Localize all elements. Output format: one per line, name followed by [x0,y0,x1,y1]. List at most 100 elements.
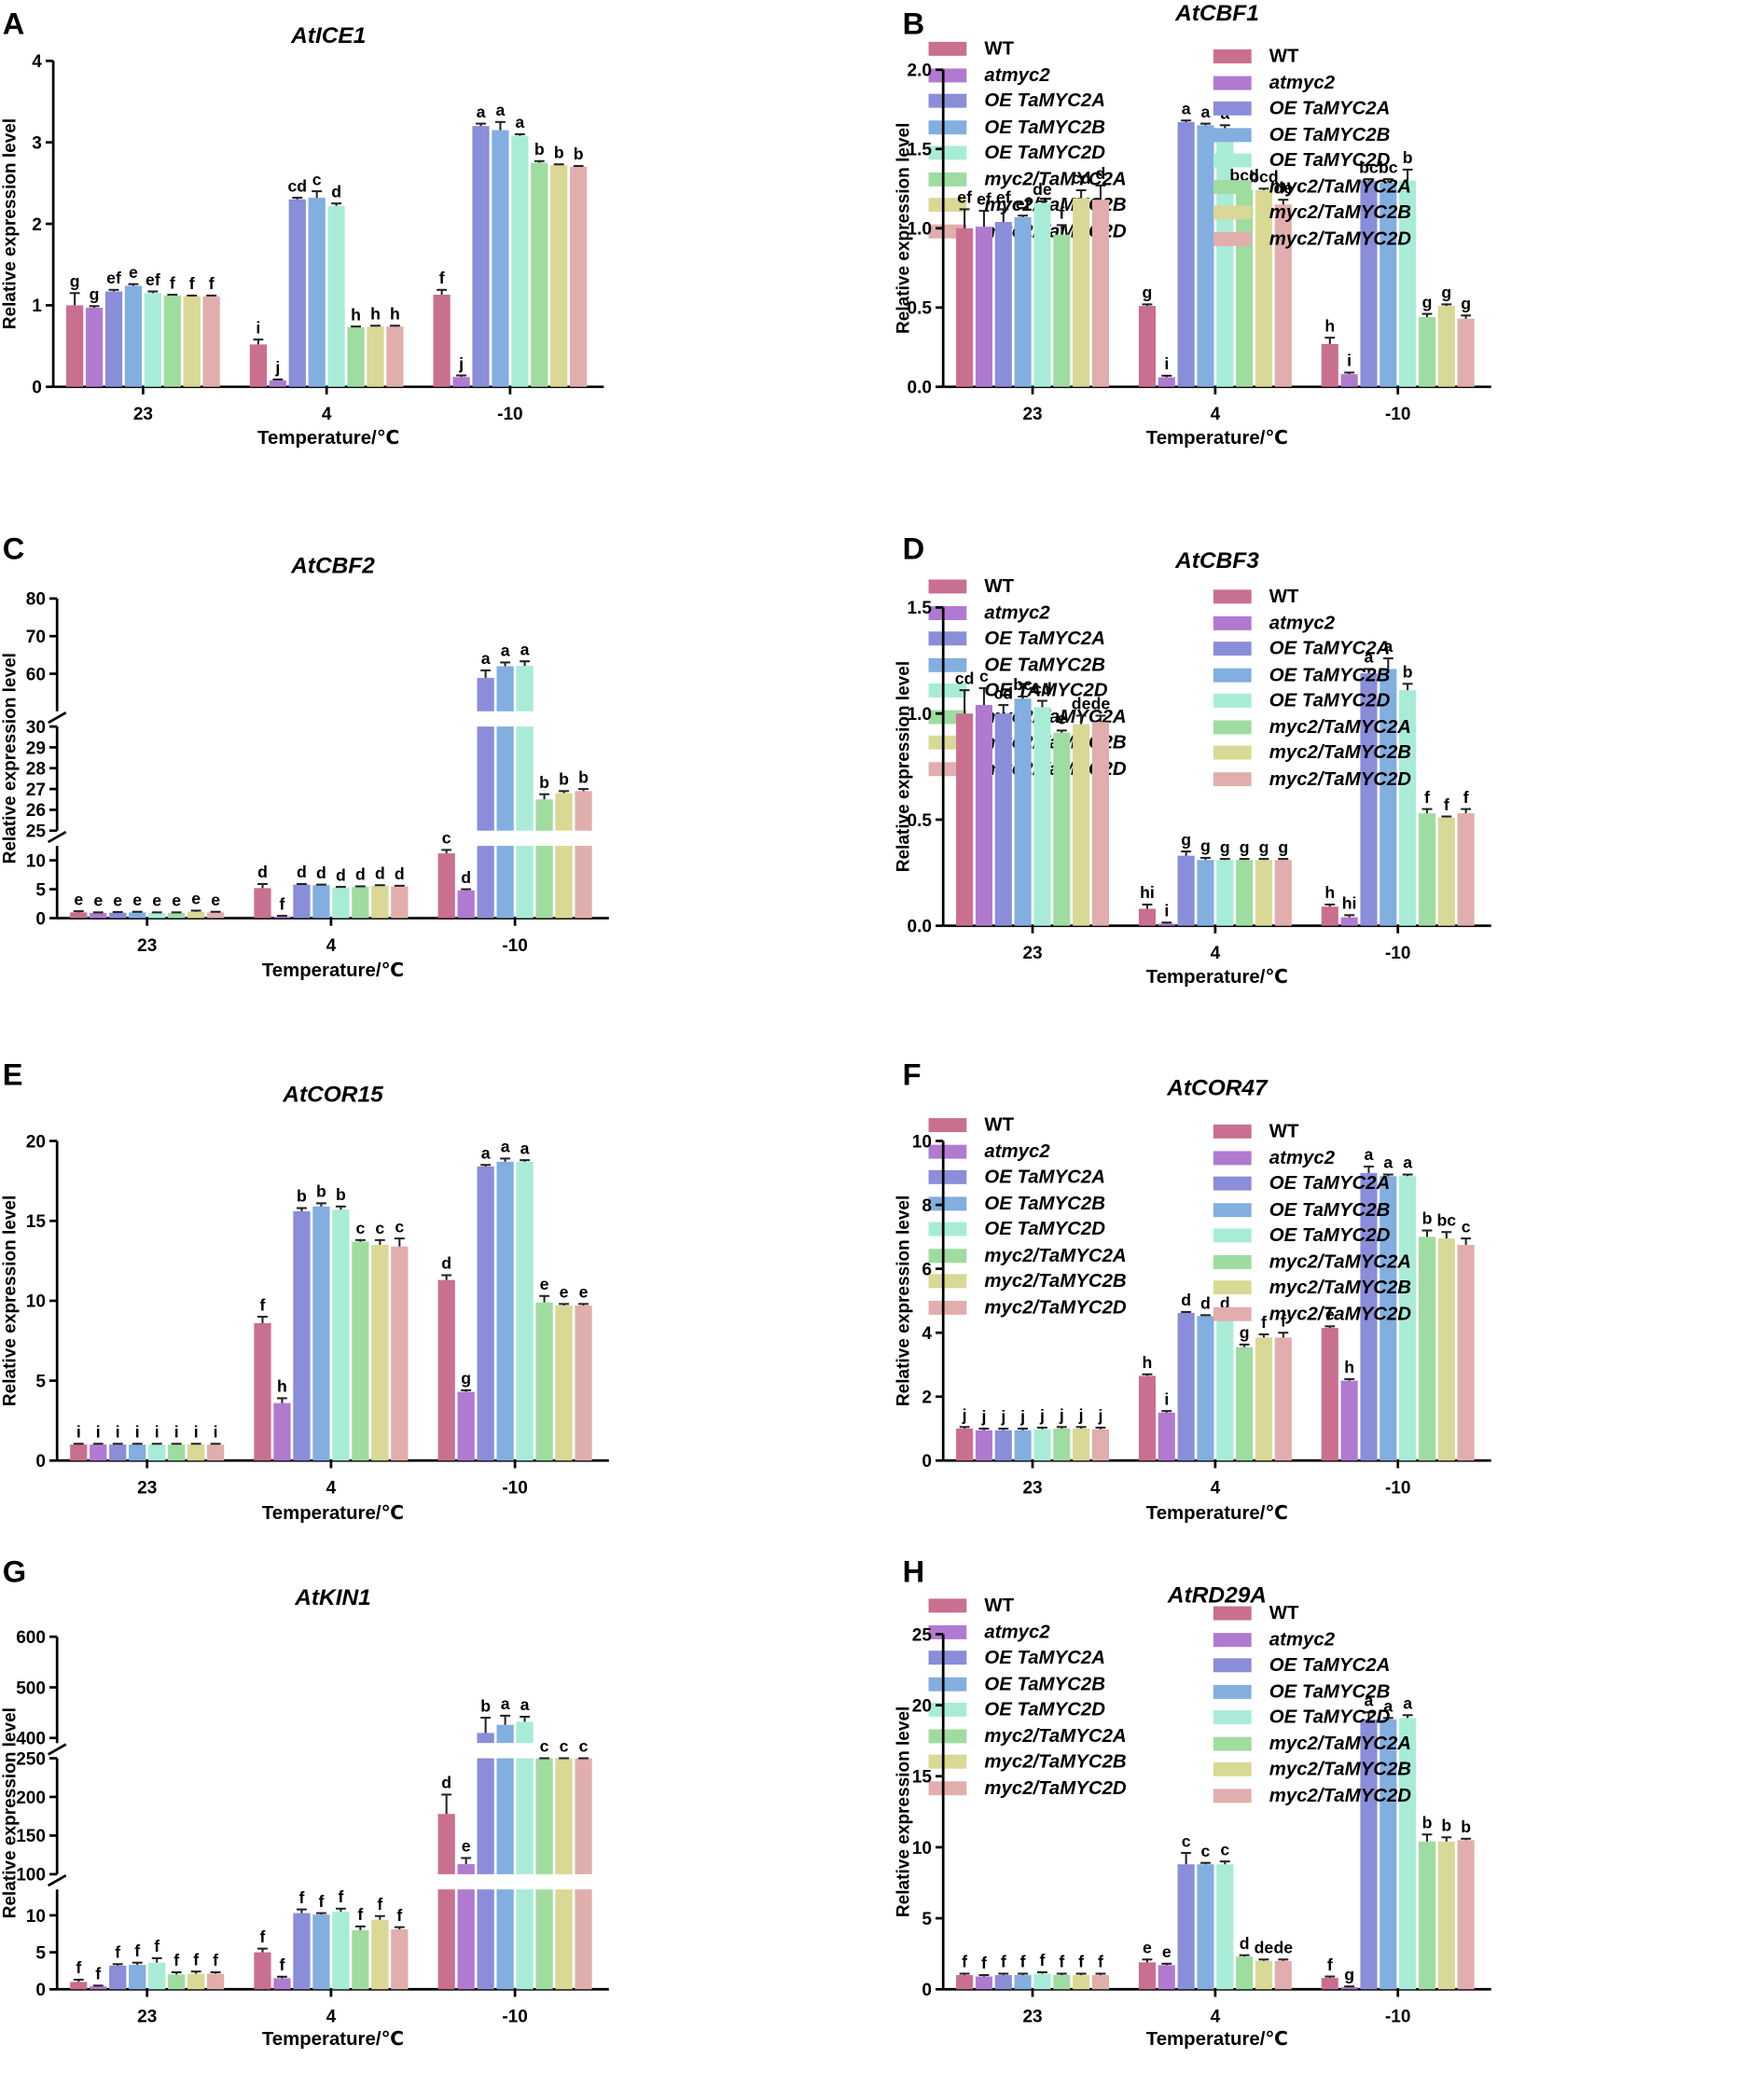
chart-aticE1: AtICE1 Relative expression level Temperatu… [0,23,604,449]
significance-letter: f [154,1937,159,1955]
y-axis-label: Relative expression level [894,1706,913,1917]
bar [1138,908,1157,926]
significance-letter: j [1078,1405,1084,1424]
significance-letter: f [377,1895,382,1913]
legend-swatch [1213,1124,1252,1139]
legend-item: myc2/TaMYC2A [1213,175,1411,197]
significance-letter: e [93,891,103,910]
chart-title: AtRD29A [1167,1582,1267,1608]
legend-label: atmyc2 [984,1140,1050,1162]
significance-letter: e [1057,710,1066,728]
y-axis-label: Relative expression level [894,661,913,872]
bar [994,1975,1012,1990]
x-tick-label: 23 [133,405,153,424]
legend-swatch [928,1677,967,1691]
legend-swatch [1213,719,1252,734]
bar [391,1929,409,1990]
legend-label: myc2/TaMYC2A [984,1244,1127,1266]
legend-label: atmyc2 [984,63,1050,86]
bar [511,135,529,387]
legend-swatch [1213,1202,1252,1217]
bar [85,308,104,387]
significance-letter: de [1273,178,1293,197]
significance-letter: g [70,272,80,291]
bar [332,1911,350,1990]
significance-letter: c [312,170,322,188]
significance-letter: de [1033,180,1052,199]
bar [206,1444,225,1461]
legend-swatch [928,1274,967,1289]
legend-label: OE TaMYC2A [984,628,1105,650]
y-tick-label: 250 [16,1749,46,1769]
bar [1177,1864,1195,1990]
x-tick-label: 4 [1211,1479,1221,1499]
bar [70,1982,88,1990]
significance-letter: f [193,1950,199,1969]
legend-label: myc2/TaMYC2D [1269,228,1412,250]
legend-swatch [1213,1684,1252,1699]
legend-item: WT [928,1595,1014,1616]
significance-letter: f [1281,1311,1286,1330]
x-tick-label: 23 [137,1479,157,1499]
bar [1014,216,1032,387]
significance-letter: f [338,1887,343,1906]
significance-letter: j [962,1405,967,1424]
significance-letter: f [1059,204,1064,223]
y-tick-label: 10 [26,851,46,871]
y-tick-label: 200 [16,1789,46,1808]
bar [575,1889,592,1990]
bar [1158,1412,1175,1461]
significance-letter: f [357,1905,363,1924]
x-tick-label: 23 [137,936,157,956]
legend-item: myc2/TaMYC2D [1213,1785,1411,1806]
bar [1255,860,1273,926]
panel-letter: E [2,1058,23,1093]
legend-item: atmyc2 [928,1140,1050,1162]
significance-letter: a [1365,648,1374,667]
y-tick-label: 5 [35,1372,46,1391]
y-tick-label: 2 [32,215,42,235]
significance-letter: g [1344,1965,1354,1983]
bar [516,1721,534,1744]
panel-e: E AtCOR15 Relative expression level Temper… [0,1051,1126,1558]
significance-letter: f [1001,1953,1006,1971]
legend-item: WT [928,1114,1014,1136]
legend-label: OE TaMYC2A [984,1166,1105,1188]
bar [1457,1840,1475,1990]
bar [1197,1864,1214,1990]
y-axis-label: Relative expression level [0,1195,20,1406]
bar [1216,860,1234,926]
legend-swatch [928,579,967,594]
bar [994,222,1012,387]
significance-letter: d [441,1254,451,1273]
legend-swatch [928,631,967,646]
significance-letter: a [477,103,486,121]
legend-label: atmyc2 [1269,71,1336,93]
legend-label: myc2/TaMYC2D [984,1776,1127,1799]
significance-letter: e [579,1283,589,1302]
y-tick-label: 10 [26,1907,46,1927]
legend-swatch [928,1169,967,1184]
significance-letter: i [76,1422,81,1441]
legend-label: myc2/TaMYC2D [984,1296,1127,1319]
bar [254,888,271,919]
chart-atcor47: AtCOR47 Relative expression level Temperat… [894,1076,1491,1524]
significance-letter: d [1220,1294,1230,1313]
significance-letter: d [461,868,471,887]
significance-letter: de [1273,1938,1293,1956]
significance-letter: i [194,1422,199,1441]
panel-letter: B [902,7,925,42]
bar [352,1241,369,1461]
significance-letter: b [1422,1813,1433,1831]
significance-letter: f [260,1927,266,1946]
legend-swatch [928,1651,967,1665]
bar [104,291,123,387]
bar [531,162,548,387]
significance-letter: i [256,318,260,337]
bar [1033,707,1051,926]
panel-letter: F [902,1058,922,1093]
significance-letter: h [1324,883,1335,902]
bar [1177,121,1195,387]
significance-letter: bc [1013,675,1033,694]
bar [956,1429,974,1461]
